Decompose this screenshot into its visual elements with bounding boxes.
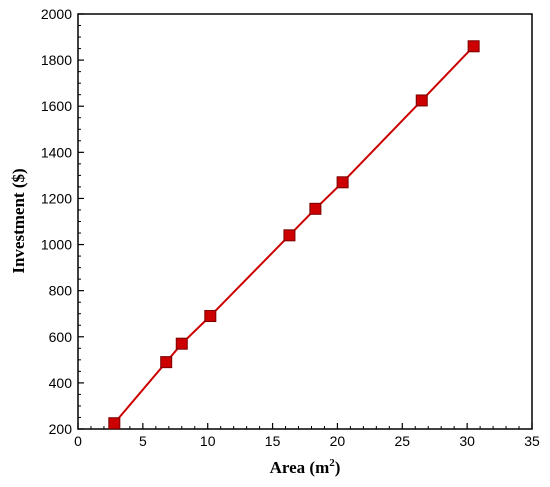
x-axis-ticks: 0 5 10 15 20 25 30 35	[74, 423, 540, 449]
data-point-marker	[160, 356, 173, 369]
y-tick-label: 1000	[41, 237, 72, 253]
x-tick-label: 10	[200, 433, 216, 449]
y-tick-label: 1600	[41, 98, 72, 114]
data-point-marker	[108, 417, 121, 430]
data-point-marker	[467, 40, 480, 53]
y-tick-label: 1200	[41, 190, 72, 206]
x-tick-label: 30	[459, 433, 475, 449]
y-axis-ticks: 200 400 600 800 1000 1200 1400 1600 1800 2000	[41, 6, 84, 437]
x-tick-label: 20	[330, 433, 346, 449]
data-point-marker	[283, 229, 296, 242]
series-group	[108, 40, 480, 430]
x-axis-title-suffix: )	[335, 458, 341, 477]
y-tick-label: 200	[49, 421, 73, 437]
y-tick-label: 1400	[41, 144, 72, 160]
x-tick-label: 25	[394, 433, 410, 449]
x-tick-label: 0	[74, 433, 82, 449]
data-point-marker	[415, 94, 428, 107]
x-axis-title-superscript: 2	[329, 457, 335, 469]
y-tick-label: 2000	[41, 6, 72, 22]
y-tick-label: 400	[49, 375, 73, 391]
y-axis-title: Investment ($)	[9, 168, 28, 273]
x-tick-label: 5	[139, 433, 147, 449]
x-axis-title-text: Area (m	[270, 458, 330, 477]
data-point-marker	[175, 337, 188, 350]
data-point-marker	[309, 202, 322, 215]
data-point-marker	[336, 176, 349, 189]
y-tick-label: 600	[49, 329, 73, 345]
x-tick-label: 35	[524, 433, 540, 449]
y-tick-label: 1800	[41, 52, 72, 68]
x-axis-title: Area (m2)	[270, 457, 341, 477]
x-tick-label: 15	[265, 433, 281, 449]
y-tick-label: 800	[49, 283, 73, 299]
plot-frame	[77, 13, 533, 430]
data-point-marker	[204, 310, 217, 323]
